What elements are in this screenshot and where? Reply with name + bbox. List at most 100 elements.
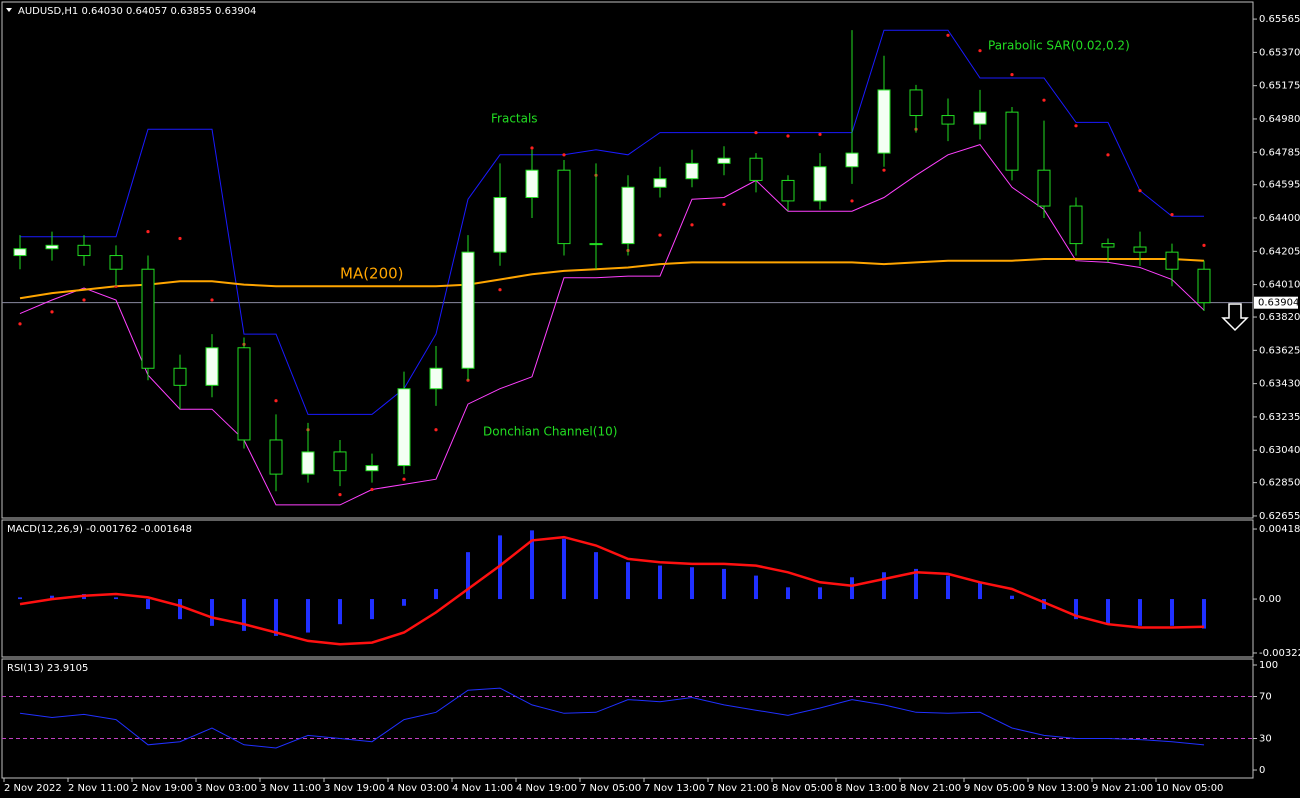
candle-body bbox=[909, 89, 923, 117]
macd-bar bbox=[434, 589, 438, 600]
macd-bar bbox=[50, 595, 54, 600]
sar-dot bbox=[82, 298, 86, 302]
x-tick-label: 7 Nov 21:00 bbox=[708, 783, 769, 794]
y-tick-label: 0.64205 bbox=[1259, 246, 1300, 257]
macd-bar bbox=[370, 599, 374, 620]
candle-body bbox=[429, 367, 443, 390]
x-tick-label: 9 Nov 13:00 bbox=[1028, 783, 1089, 794]
candle-body bbox=[45, 244, 59, 250]
sar-dot bbox=[946, 33, 950, 37]
donchian-label: Donchian Channel(10) bbox=[483, 425, 617, 439]
candle-body bbox=[781, 179, 795, 202]
sar-label: Parabolic SAR(0.02,0.2) bbox=[988, 39, 1130, 53]
sar-dot bbox=[754, 131, 758, 135]
macd-bar bbox=[242, 599, 246, 631]
sar-dot bbox=[850, 199, 854, 203]
sar-dot bbox=[146, 230, 150, 234]
y-tick-label: 0.64980 bbox=[1259, 114, 1300, 125]
y-tick-label: 0.64595 bbox=[1259, 180, 1300, 191]
panel-title: AUDUSD,H1 0.64030 0.64057 0.63855 0.6390… bbox=[18, 6, 256, 17]
y-tick-label: 0.65565 bbox=[1259, 14, 1300, 25]
sar-dot bbox=[50, 310, 54, 314]
candle-body bbox=[877, 89, 891, 154]
candle-body bbox=[525, 169, 539, 199]
candle-body bbox=[141, 268, 155, 369]
candle-body bbox=[1165, 251, 1179, 270]
fractals-label: Fractals bbox=[491, 112, 538, 126]
candle-body bbox=[973, 111, 987, 125]
x-tick-label: 8 Nov 21:00 bbox=[900, 783, 961, 794]
macd-bar bbox=[626, 562, 630, 600]
candle-body bbox=[301, 451, 315, 475]
y-tick-label: 0.65370 bbox=[1259, 47, 1300, 58]
sar-dot bbox=[1106, 153, 1110, 157]
macd-bar bbox=[178, 599, 182, 620]
macd-bar bbox=[786, 587, 790, 600]
macd-bar bbox=[818, 587, 822, 600]
sell-arrow-icon bbox=[1221, 303, 1249, 332]
x-tick-label: 2 Nov 2022 bbox=[4, 783, 62, 794]
sar-dot bbox=[818, 132, 822, 136]
x-tick-label: 9 Nov 21:00 bbox=[1092, 783, 1153, 794]
candle-body bbox=[173, 367, 187, 386]
sar-dot bbox=[658, 233, 662, 237]
macd-bar bbox=[1170, 599, 1174, 626]
macd-bar bbox=[1010, 595, 1014, 600]
candle-body bbox=[77, 244, 91, 257]
x-tick-label: 9 Nov 05:00 bbox=[964, 783, 1025, 794]
macd-bar bbox=[658, 565, 662, 600]
sar-dot bbox=[530, 146, 534, 150]
y-tick-label: -0.00322 bbox=[1259, 648, 1300, 659]
y-tick-label: 0.62850 bbox=[1259, 478, 1300, 489]
sar-dot bbox=[1042, 98, 1046, 102]
sar-dot bbox=[690, 223, 694, 227]
candle-body bbox=[397, 388, 411, 467]
macd-bar bbox=[402, 599, 406, 606]
x-tick-label: 3 Nov 19:00 bbox=[324, 783, 385, 794]
x-tick-label: 4 Nov 03:00 bbox=[388, 783, 449, 794]
macd-bar bbox=[146, 599, 150, 610]
y-tick-label: 0 bbox=[1259, 765, 1265, 776]
sar-dot bbox=[18, 322, 22, 326]
macd-bar bbox=[562, 538, 566, 600]
sar-dot bbox=[370, 487, 374, 492]
macd-bar bbox=[754, 575, 758, 600]
sar-dot bbox=[978, 49, 982, 53]
y-tick-label: 0.004181 bbox=[1259, 524, 1300, 535]
candle-body bbox=[621, 186, 635, 245]
y-tick-label: 0.64785 bbox=[1259, 147, 1300, 158]
x-tick-label: 3 Nov 03:00 bbox=[196, 783, 257, 794]
candle-body bbox=[685, 162, 699, 180]
y-tick-label: 0.64010 bbox=[1259, 280, 1300, 291]
y-tick-label: 0.63820 bbox=[1259, 312, 1300, 323]
macd-bar bbox=[274, 599, 278, 636]
sar-dot bbox=[178, 236, 182, 241]
candle-body bbox=[461, 251, 475, 369]
macd-bar bbox=[1106, 599, 1110, 625]
sar-dot bbox=[1138, 189, 1142, 193]
candle-body bbox=[845, 152, 859, 168]
rsi-line bbox=[19, 687, 1205, 749]
sar-dot bbox=[1010, 72, 1014, 77]
candle-body bbox=[1005, 111, 1019, 171]
sar-dot bbox=[498, 288, 502, 292]
sar-dot bbox=[434, 428, 438, 432]
macd-signal bbox=[19, 535, 1205, 646]
macd-bar bbox=[338, 599, 342, 625]
ma-label: MA(200) bbox=[340, 265, 404, 283]
sar-dot bbox=[1202, 243, 1206, 247]
x-tick-label: 4 Nov 11:00 bbox=[452, 783, 513, 794]
macd-bar bbox=[1138, 599, 1142, 626]
x-tick-label: 7 Nov 13:00 bbox=[644, 783, 705, 794]
candle-body bbox=[813, 166, 827, 202]
panel-title: MACD(12,26,9) -0.001762 -0.001648 bbox=[7, 524, 192, 535]
candle-body bbox=[269, 439, 283, 475]
candle-body bbox=[749, 157, 763, 181]
candle-body bbox=[237, 347, 251, 441]
macd-panel-frame bbox=[1, 519, 1254, 658]
x-tick-label: 3 Nov 11:00 bbox=[260, 783, 321, 794]
macd-bar bbox=[498, 535, 502, 600]
macd-bar bbox=[114, 597, 118, 600]
donchian-lower bbox=[19, 144, 1205, 506]
macd-bar bbox=[690, 567, 694, 600]
